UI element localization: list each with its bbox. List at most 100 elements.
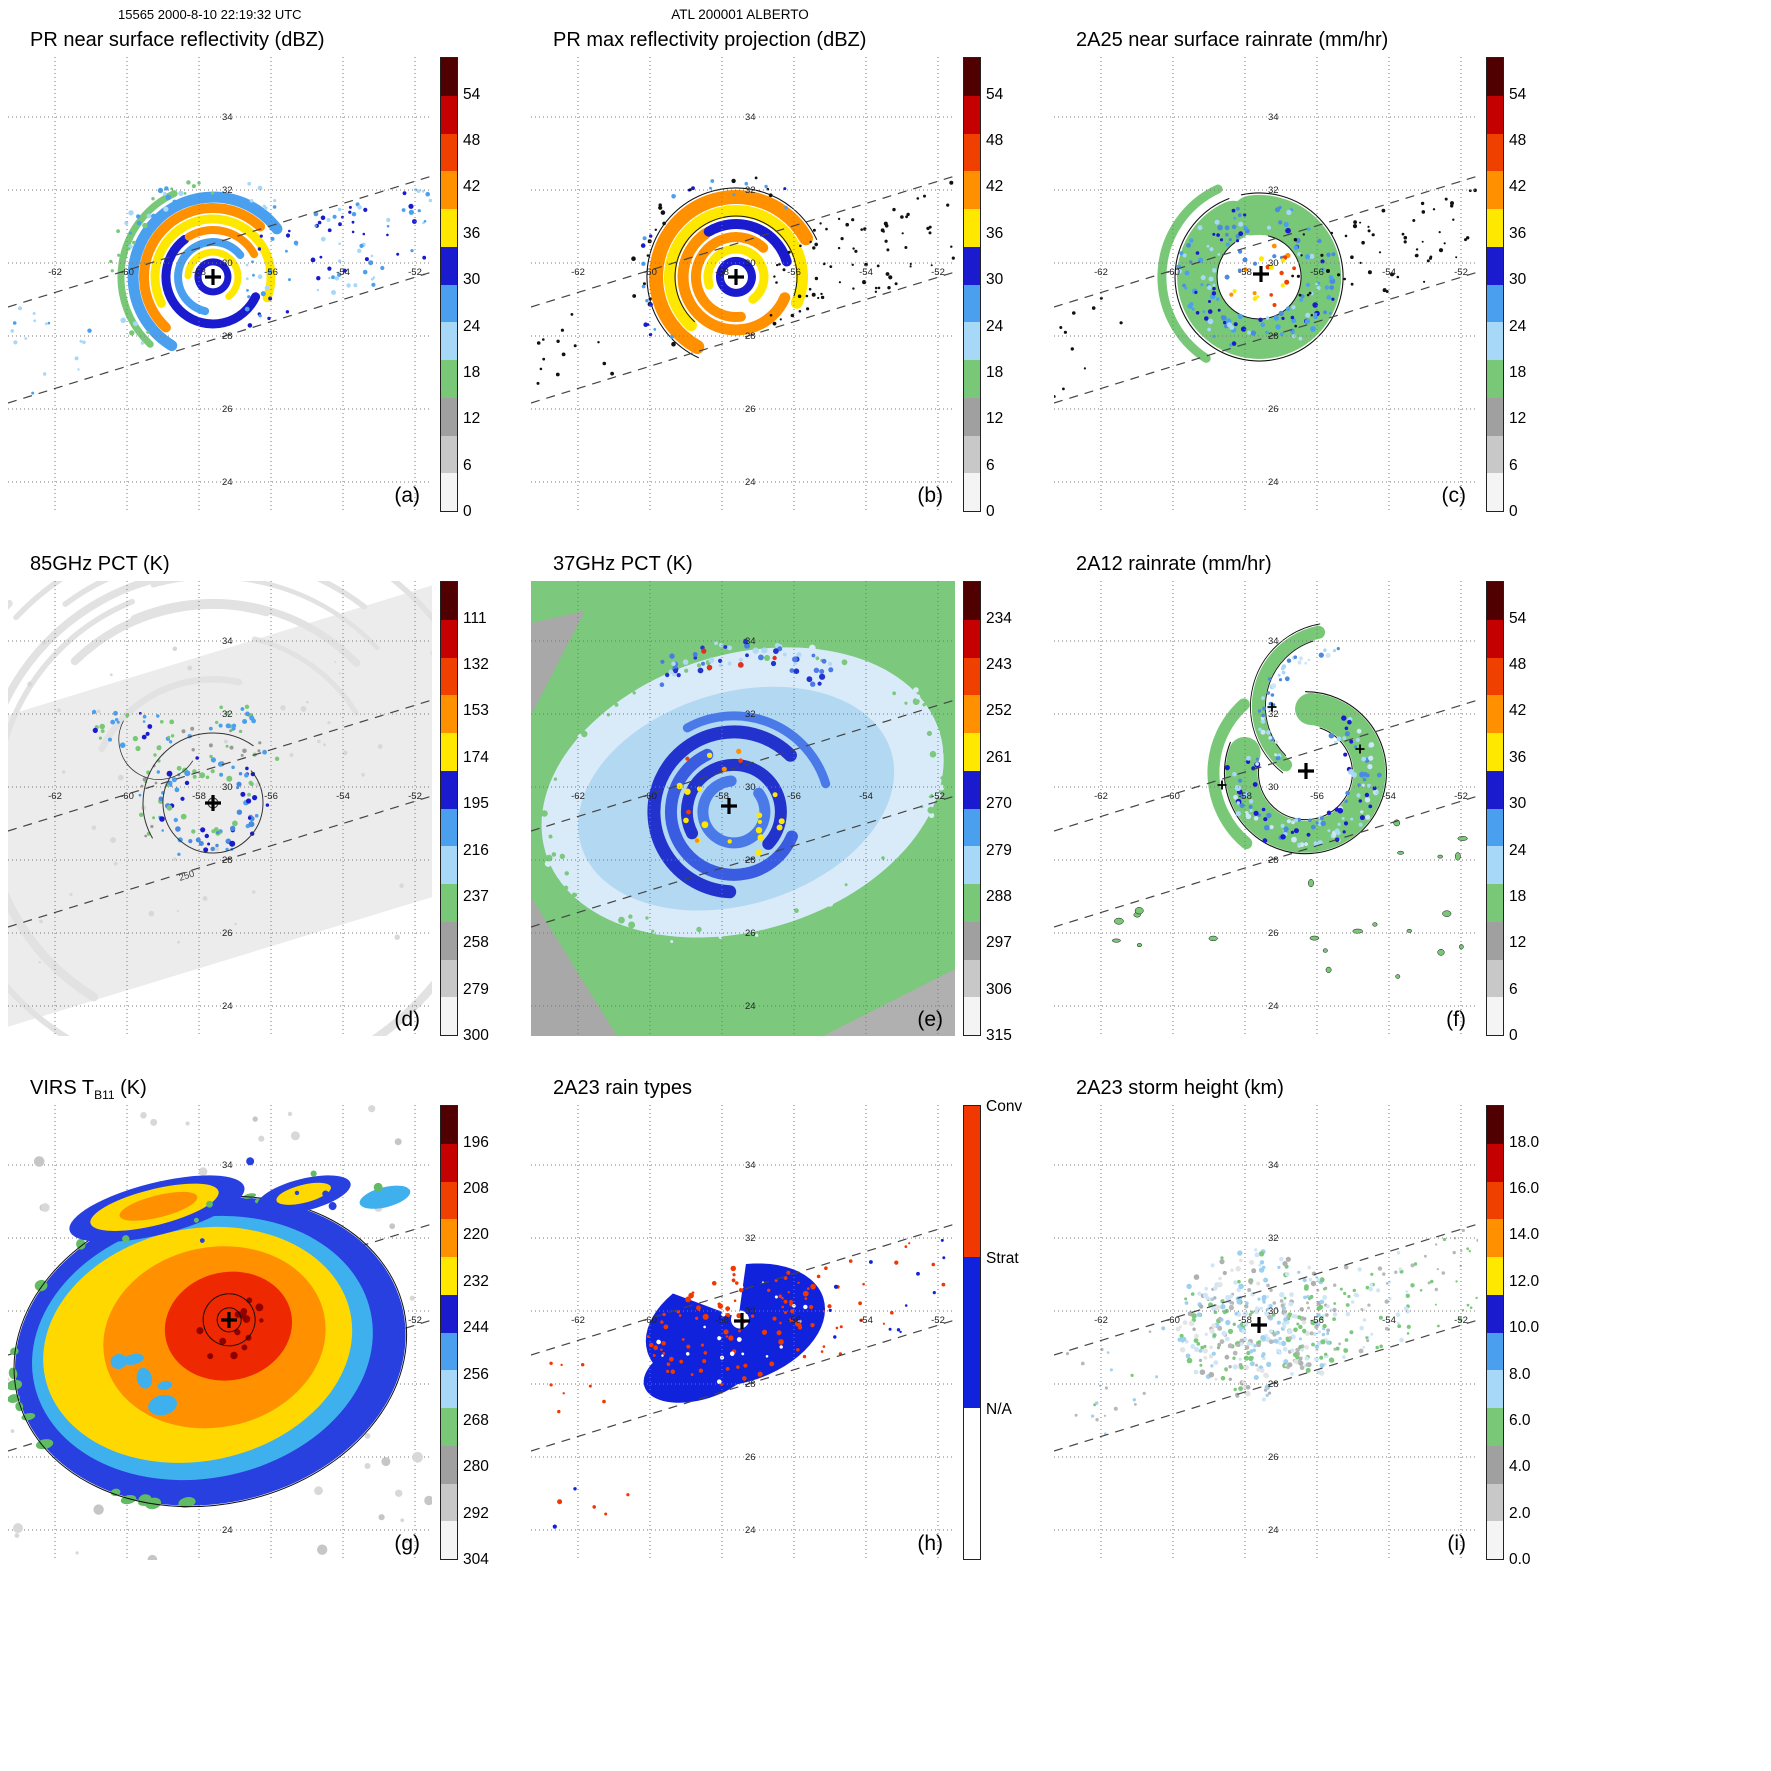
map-label: -60 [1166,267,1180,278]
colorbar-ticks-b: 54 48 42 36 30 24 18 12 6 0 [986,57,1044,520]
map-label: 32 [745,709,756,720]
map-label: 24 [745,477,756,488]
map-label: -52 [408,1315,422,1326]
colorbar-tick: 258 [463,934,489,952]
colorbar-segment [1487,657,1503,696]
map-label: -58 [1238,791,1252,802]
map-label: -56 [1310,267,1324,278]
colorbar-tick: 196 [463,1133,489,1151]
colorbar-segment [964,959,980,998]
map-d: 34 32 30 28 26 24 -62 -60 -58 -56 -54 -52 250 [0,513,608,1083]
map-label: -60 [120,791,134,802]
panel-grid: PR near surface reflectivity (dBZ) 34 32 30… [0,26,1569,1598]
colorbar-tick: 18.0 [1509,1133,1540,1151]
panel-c: 2A25 near surface rainrate (mm/hr) 34 32 30… [1046,26,1569,550]
map-b: 34 32 30 28 26 24 -62 -60 -58 -56 -54 -52 [530,57,956,512]
colorbar-ticks-f: 54 48 42 36 30 24 18 12 6 0 [1509,581,1567,1044]
colorbar-segment [1487,1445,1503,1484]
colorbar-tick: 256 [463,1365,489,1383]
panel-title-e: 37GHz PCT (K) [553,553,693,575]
colorbar-raintype-label: N/A [986,1401,1012,1419]
colorbar-tick: 42 [463,178,481,196]
colorbar-tick: 48 [1509,656,1527,674]
colorbar-segment [964,1106,980,1257]
panel-title-g: VIRS TB11 (K) [30,1077,147,1102]
panel-title-d: 85GHz PCT (K) [30,553,170,575]
map-label: 24 [1268,1525,1279,1536]
map-label: 34 [1268,636,1279,647]
panel-a: PR near surface reflectivity (dBZ) 34 32 30… [0,26,523,550]
map-label: 26 [745,1452,756,1463]
colorbar-raintype-label: Conv [986,1098,1023,1115]
colorbar-segment [1487,1370,1503,1408]
colorbar-segment [964,435,980,474]
colorbar-segment [1487,1483,1503,1522]
colorbar-tick: 14.0 [1509,1226,1540,1244]
panel-letter-b: (b) [917,484,943,507]
colorbar-ticks-g: 196 208 220 232 244 256 268 280 292 304 [463,1105,521,1568]
map-label: -58 [1238,1315,1252,1326]
map-label: 28 [1268,331,1279,342]
map-label: 24 [1268,477,1279,488]
colorbar-tick: 0 [1509,1027,1518,1045]
colorbar-tick: 12 [986,410,1004,428]
colorbar-tick: 208 [463,1180,489,1198]
map-label: -58 [715,791,729,802]
map-plot-b: 34 32 30 28 26 24 -62 -60 -58 -56 -54 -52 (b) [530,57,956,512]
colorbar-segment [1487,695,1503,733]
colorbar-tick: 54 [986,85,1004,103]
colorbar-segment [441,1483,457,1522]
map-label: -58 [192,791,206,802]
map-h: 34 32 30 28 26 24 -62 -60 -58 -56 -54 -52 [530,1105,956,1560]
map-label: -54 [859,791,873,802]
map-label: -60 [643,267,657,278]
colorbar-tick: 36 [463,224,481,242]
colorbar-tick: 279 [463,980,489,998]
colorbar-tick: 16.0 [1509,1180,1540,1198]
colorbar-segment [964,171,980,209]
colorbar-tick: 2.0 [1509,1504,1531,1522]
colorbar-ticks-i: 18.0 16.0 14.0 12.0 10.0 8.0 6.0 4.0 2.0 0.0 [1509,1105,1567,1568]
colorbar-segment [1487,921,1503,960]
map-label: 34 [222,1160,233,1171]
colorbar-segment [441,1257,457,1295]
colorbar-tick: 237 [463,887,489,905]
colorbar-h [963,1105,981,1560]
panel-letter-d: (d) [394,1008,420,1031]
map-label: 34 [745,1160,756,1171]
map-label: -58 [715,1315,729,1326]
colorbar-tick: 54 [1509,609,1527,627]
colorbar-segment [964,997,980,1035]
colorbar-tick: 243 [986,656,1012,674]
colorbar-segment [964,733,980,771]
panel-title-c: 2A25 near surface rainrate (mm/hr) [1076,29,1389,51]
colorbar-segment [964,360,980,398]
colorbar-tick: 24 [1509,841,1527,859]
map-label: -56 [1310,791,1324,802]
panel-b: PR max reflectivity projection (dBZ) 34 32… [523,26,1046,550]
colorbar-tick: 234 [986,609,1012,627]
map-label: 24 [222,1525,233,1536]
map-plot-h: 34 32 30 28 26 24 -62 -60 -58 -56 -54 -52 (h) [530,1105,956,1560]
colorbar-segment [441,133,457,172]
map-label: 28 [1268,1379,1279,1390]
map-label: 32 [1268,1233,1279,1244]
colorbar-segment [1487,397,1503,436]
colorbar-segment [964,95,980,134]
colorbar-tick: 261 [986,748,1012,766]
colorbar-tick: 0 [986,503,995,521]
colorbar-tick: 244 [463,1319,489,1337]
map-label: -62 [1094,267,1108,278]
colorbar-segment [964,770,980,809]
colorbar-tick: 10.0 [1509,1319,1540,1337]
map-label: -60 [1166,1315,1180,1326]
colorbar-tick: 36 [1509,224,1527,242]
colorbar-segment [964,695,980,733]
colorbar-tick: 30 [1509,795,1527,813]
colorbar-segment [441,435,457,474]
colorbar-segment [1487,95,1503,134]
map-label: -54 [1382,791,1396,802]
colorbar-segment [441,846,457,884]
colorbar-tick: 36 [986,224,1004,242]
map-label: 34 [222,112,233,123]
